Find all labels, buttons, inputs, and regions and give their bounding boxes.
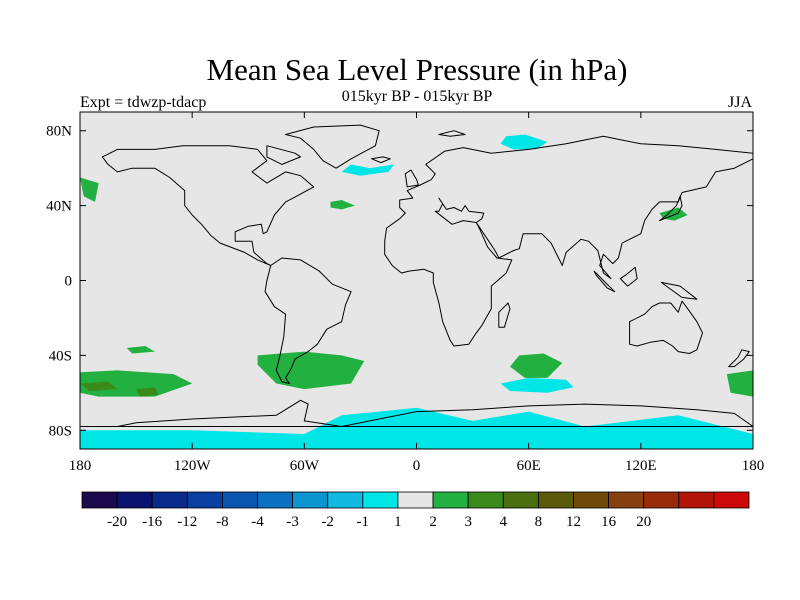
colorbar-swatch-13	[537, 491, 574, 509]
map-subtitle: 015kyr BP - 015kyr BP	[341, 88, 493, 105]
colorbar-swatch-10	[432, 491, 469, 509]
colorbar-swatch-17	[678, 491, 715, 509]
season-label: JJA	[727, 94, 752, 111]
anomaly-region-0	[80, 407, 753, 449]
lon-tick-label-3: 0	[413, 458, 421, 474]
colorbar-swatch-12	[502, 491, 539, 509]
axis-ticks: 80N 40N 0 40S 80S 180 120W 60W 0 60E 120E 180	[46, 112, 764, 474]
anomaly-region-13	[136, 387, 159, 397]
anomaly-region-1	[341, 164, 395, 176]
colorbar-swatch-4	[222, 491, 258, 509]
coastline-new-zealand	[728, 349, 750, 368]
colorbar-label-10: 3	[464, 514, 472, 530]
coastline-afro-eurasia	[384, 135, 753, 347]
lon-tick-label-2: 60W	[290, 458, 320, 474]
coastline-australia	[629, 300, 703, 354]
coastline-antarctica	[80, 399, 753, 427]
coastline-new-guinea	[660, 281, 698, 300]
colorbar-swatch-14	[573, 491, 609, 509]
anomaly-region-7	[726, 370, 753, 397]
lat-tick-label-0: 80N	[46, 124, 72, 140]
colorbar-swatch-5	[257, 491, 294, 509]
colorbar-swatch-11	[467, 491, 504, 509]
lon-tick-label-5: 120E	[625, 458, 657, 474]
colorbar-swatch-1	[116, 491, 153, 509]
lat-tick-label-3: 40S	[49, 348, 72, 364]
lon-tick-label-4: 60E	[517, 458, 541, 474]
anomaly-layer	[80, 134, 753, 449]
anomaly-region-3	[500, 377, 574, 393]
coastline-layer	[80, 124, 753, 427]
anomaly-region-2	[500, 134, 548, 150]
coastline-sumatra	[593, 270, 616, 293]
colorbar-swatch-6	[292, 491, 329, 509]
anomaly-region-11	[126, 346, 155, 354]
anomaly-region-5	[257, 351, 365, 390]
colorbar-label-6: -2	[321, 514, 334, 530]
colorbar-label-2: -12	[177, 514, 197, 530]
lat-tick-label-4: 80S	[49, 423, 72, 439]
colorbar-label-0: -20	[107, 514, 127, 530]
colorbar-label-12: 8	[535, 514, 543, 530]
colorbar-label-4: -4	[251, 514, 264, 530]
colorbar-swatch-7	[327, 491, 364, 509]
lon-tick-label-6: 180	[742, 458, 765, 474]
coastline-greenland	[285, 124, 380, 169]
colorbar: -20 -16 -12 -8 -4 -3 -2 -1 1 2 3 4 8 12 16 20	[81, 491, 750, 530]
coastline-south-america	[264, 257, 352, 384]
coastline-north-america	[101, 145, 315, 266]
lat-tick-label-2: 0	[65, 274, 73, 290]
anomaly-region-4	[80, 370, 193, 397]
colorbar-swatch-8	[362, 491, 399, 509]
experiment-label: Expt = tdwzp-tdacp	[80, 94, 207, 111]
coastline-baffin	[266, 145, 302, 165]
colorbar-swatch-15	[608, 491, 645, 509]
lon-tick-label-0: 180	[69, 458, 92, 474]
colorbar-label-5: -3	[286, 514, 299, 530]
map-title: Mean Sea Level Pressure (in hPa)	[206, 52, 628, 87]
colorbar-label-9: 2	[429, 514, 437, 530]
coastline-britain	[404, 169, 419, 188]
coastline-madagascar	[498, 302, 511, 328]
anomaly-region-12	[80, 381, 118, 391]
colorbar-label-1: -16	[142, 514, 162, 530]
anomaly-region-9	[330, 200, 355, 210]
colorbar-swatch-0	[81, 491, 118, 509]
colorbar-swatch-2	[151, 491, 188, 509]
colorbar-swatch-3	[186, 491, 223, 509]
colorbar-swatch-9	[397, 491, 434, 509]
colorbar-label-14: 16	[601, 514, 617, 530]
coastline-svalbard	[438, 130, 466, 137]
coastline-japan	[659, 195, 683, 222]
colorbar-swatch-16	[643, 491, 680, 509]
map-background	[80, 112, 753, 449]
coastline-borneo	[619, 266, 638, 287]
lon-tick-label-1: 120W	[174, 458, 212, 474]
coastline-iceland	[371, 156, 391, 164]
colorbar-label-7: -1	[357, 514, 370, 530]
lat-tick-label-1: 40N	[46, 199, 72, 215]
anomaly-region-6	[510, 353, 563, 378]
colorbar-label-15: 20	[636, 514, 651, 530]
colorbar-label-8: 1	[394, 514, 402, 530]
anomaly-region-8	[80, 177, 99, 202]
colorbar-swatch-18	[713, 491, 750, 509]
colorbar-label-3: -8	[216, 514, 229, 530]
colorbar-label-11: 4	[500, 514, 508, 530]
colorbar-label-13: 12	[566, 514, 581, 530]
